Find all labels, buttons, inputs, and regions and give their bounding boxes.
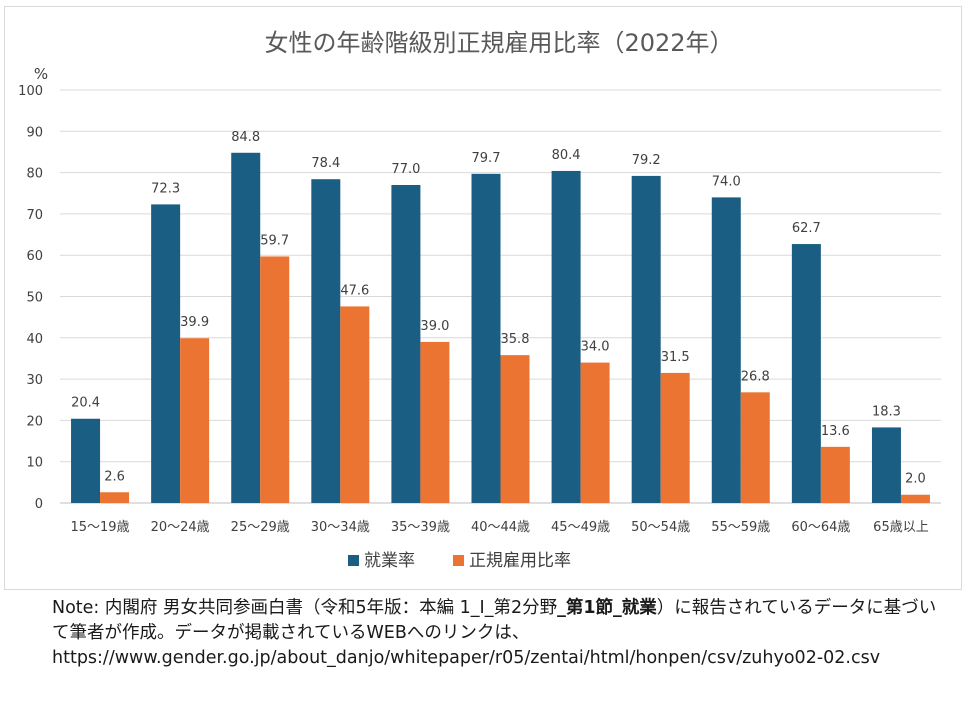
x-axis-ticks: 15～19歳 20～24歳 25～29歳 30～34歳 35～39歳 40～44歳 45～4… (70, 520, 928, 535)
y-axis-ticks: 0 10 20 30 40 50 60 70 80 90 100 (18, 84, 43, 512)
data-label: 72.3 (151, 181, 180, 196)
data-label: 13.6 (821, 424, 850, 439)
legend-label: 正規雇用比率 (469, 551, 571, 571)
note-url: https://www.gender.go.jp/about_danjo/whi… (52, 648, 881, 668)
data-label: 31.5 (661, 350, 690, 365)
data-label: 26.8 (741, 369, 770, 384)
bar-regular-employment-ratio (260, 256, 290, 503)
y-tick-label: 30 (26, 373, 43, 388)
data-label: 77.0 (391, 162, 420, 177)
x-tick-label: 65歳以上 (873, 520, 929, 535)
bar-regular-employment-ratio (500, 355, 530, 503)
bar-employment-rate (391, 184, 421, 504)
x-tick-label: 45～49歳 (551, 520, 610, 535)
bar-regular-employment-ratio (660, 372, 690, 503)
bar-employment-rate (471, 173, 501, 504)
data-label: 74.0 (712, 174, 741, 189)
data-label: 78.4 (311, 156, 340, 171)
bars (71, 152, 930, 504)
x-tick-label: 20～24歳 (151, 520, 210, 535)
x-tick-label: 25～29歳 (231, 520, 290, 535)
bar-employment-rate (551, 170, 581, 503)
data-label: 2.0 (905, 472, 926, 487)
bar-employment-rate (711, 197, 741, 503)
data-label: 47.6 (340, 283, 369, 298)
data-label: 2.6 (104, 469, 125, 484)
note-strong: _第1節_就業 (557, 598, 657, 618)
bar-employment-rate (871, 427, 901, 503)
y-tick-label: 100 (18, 84, 43, 99)
legend-swatch (453, 555, 464, 566)
bar-employment-rate (151, 204, 181, 503)
bar-regular-employment-ratio (580, 362, 610, 503)
source-note: Note: 内閣府 男女共同参画白書（令和5年版：本編 1_Ⅰ_第2分野_第1節… (52, 596, 942, 671)
y-tick-label: 0 (35, 497, 43, 512)
data-label: 39.9 (180, 315, 209, 330)
x-tick-label: 35～39歳 (391, 520, 450, 535)
y-tick-label: 10 (26, 456, 43, 471)
data-label: 34.0 (581, 340, 610, 355)
bar-employment-rate (71, 418, 101, 503)
bar-regular-employment-ratio (340, 306, 370, 503)
x-tick-label: 40～44歳 (471, 520, 530, 535)
data-label: 84.8 (231, 130, 260, 145)
bar-regular-employment-ratio (900, 494, 930, 503)
y-tick-label: 70 (26, 208, 43, 223)
x-tick-label: 60～64歳 (791, 520, 850, 535)
legend-label: 就業率 (364, 551, 415, 571)
x-tick-label: 30～34歳 (311, 520, 370, 535)
x-tick-label: 50～54歳 (631, 520, 690, 535)
data-label: 79.2 (632, 153, 661, 168)
data-label: 20.4 (71, 396, 100, 411)
note-rest: ）に報告されているデータに基づいて筆者が作成。データが掲載されているWEBへのリ… (52, 598, 937, 643)
y-tick-label: 90 (26, 125, 43, 140)
bar-regular-employment-ratio (420, 341, 450, 503)
bar-employment-rate (791, 244, 821, 503)
y-axis-unit-label: % (34, 65, 48, 83)
data-label: 35.8 (501, 332, 530, 347)
bar-regular-employment-ratio (100, 492, 130, 503)
chart-title: 女性の年齢階級別正規雇用比率（2022年） (264, 29, 733, 57)
y-tick-label: 20 (26, 414, 43, 429)
data-label: 59.7 (260, 233, 289, 248)
bar-employment-rate (631, 175, 661, 504)
data-label: 62.7 (792, 221, 821, 236)
y-tick-label: 60 (26, 249, 43, 264)
legend: 就業率 正規雇用比率 (348, 551, 571, 571)
note-prefix: Note: 内閣府 男女共同参画白書（令和5年版：本編 1_Ⅰ_第2分野 (52, 598, 558, 618)
x-tick-label: 55～59歳 (711, 520, 770, 535)
bar-employment-rate (231, 152, 261, 503)
data-label: 80.4 (552, 148, 581, 163)
data-labels: 20.4 2.6 72.3 39.9 84.8 59.7 78.4 47.6 77.0 39.0 7… (71, 130, 926, 487)
legend-swatch (348, 555, 359, 566)
chart-frame: 女性の年齢階級別正規雇用比率（2022年） % 0 10 20 30 40 50 60 70 8… (4, 6, 962, 590)
bar-regular-employment-ratio (180, 338, 210, 503)
data-label: 79.7 (472, 151, 501, 166)
y-tick-label: 40 (26, 332, 43, 347)
y-tick-label: 50 (26, 291, 43, 306)
bar-regular-employment-ratio (740, 392, 770, 503)
x-tick-label: 15～19歳 (70, 520, 129, 535)
bar-regular-employment-ratio (820, 446, 850, 503)
bar-employment-rate (311, 179, 341, 503)
bar-chart: 女性の年齢階級別正規雇用比率（2022年） % 0 10 20 30 40 50 60 70 8… (18, 29, 941, 571)
y-tick-label: 80 (26, 167, 43, 182)
data-label: 39.0 (420, 319, 449, 334)
data-label: 18.3 (872, 404, 901, 419)
